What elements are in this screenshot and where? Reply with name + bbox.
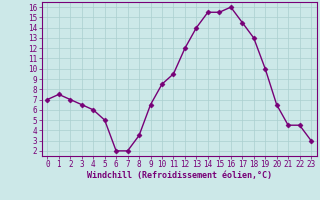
X-axis label: Windchill (Refroidissement éolien,°C): Windchill (Refroidissement éolien,°C): [87, 171, 272, 180]
